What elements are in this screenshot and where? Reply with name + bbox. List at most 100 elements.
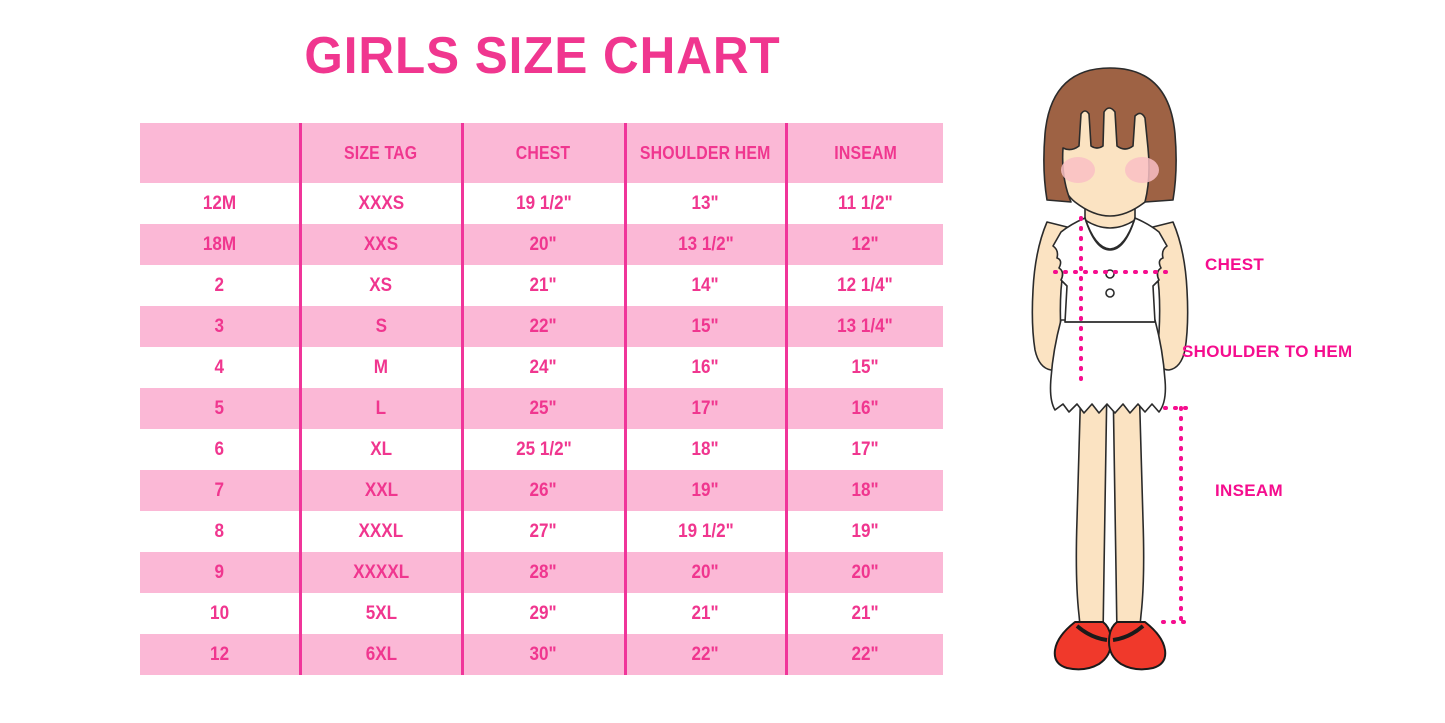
cell-size-label: 10 <box>209 602 229 624</box>
cell-size: 6 <box>140 429 302 470</box>
cell-shoulder-hem: 13 1/2" <box>625 224 788 265</box>
cell-inseam-label: 12 1/4" <box>837 274 894 296</box>
cell-size: 5 <box>140 388 302 429</box>
cell-size-label: 8 <box>214 520 225 542</box>
cell-shoulder-hem-label: 19 1/2" <box>677 520 734 542</box>
cell-size-label: 7 <box>214 479 225 501</box>
cell-size-tag: XL <box>300 429 464 470</box>
cell-shoulder-hem-label: 18" <box>691 438 720 460</box>
column-header-inseam: INSEAM <box>786 123 943 183</box>
cell-shoulder-hem-label: 21" <box>691 602 720 624</box>
inseam-callout-label: INSEAM <box>1215 481 1283 500</box>
cell-inseam: 18" <box>786 470 943 511</box>
cell-chest-label: 26" <box>529 479 558 501</box>
cell-size-tag: XXS <box>300 224 464 265</box>
cell-chest-label: 19 1/2" <box>515 192 572 214</box>
cell-size-tag-label: 5XL <box>365 602 397 624</box>
cell-chest-label: 30" <box>529 643 558 665</box>
cell-inseam-label: 13 1/4" <box>837 315 894 337</box>
table-row: 7 XXL 26" 19" 18" <box>140 470 943 511</box>
cell-size: 7 <box>140 470 302 511</box>
cell-shoulder-hem: 16" <box>625 347 788 388</box>
hair-shape <box>1043 67 1177 203</box>
girl-figure-illustration <box>985 50 1235 700</box>
cell-shoulder-hem: 22" <box>625 634 788 675</box>
table-row: 10 5XL 29" 21" 21" <box>140 593 943 634</box>
cell-size: 12 <box>140 634 302 675</box>
cell-chest: 25" <box>462 388 627 429</box>
column-header-inseam-label: INSEAM <box>833 142 897 163</box>
cell-chest: 28" <box>462 552 627 593</box>
cell-chest-label: 22" <box>529 315 558 337</box>
cell-shoulder-hem: 18" <box>625 429 788 470</box>
cell-size: 4 <box>140 347 302 388</box>
shoe-left-strap <box>1075 624 1108 642</box>
cell-size-label: 4 <box>214 356 225 378</box>
column-header-shoulder-hem-label: SHOULDER HEM <box>640 142 771 163</box>
cell-inseam: 11 1/2" <box>786 183 943 224</box>
cell-size-tag: XXL <box>300 470 464 511</box>
cell-size-tag-label: S <box>375 315 387 337</box>
cell-shoulder-hem: 17" <box>625 388 788 429</box>
cell-size-label: 6 <box>214 438 225 460</box>
cell-size: 9 <box>140 552 302 593</box>
cell-size-tag-label: XXXL <box>358 520 404 542</box>
table-row: 8 XXXL 27" 19 1/2" 19" <box>140 511 943 552</box>
cell-inseam-label: 21" <box>851 602 879 624</box>
cell-chest-label: 20" <box>529 233 558 255</box>
table-row: 5 L 25" 17" 16" <box>140 388 943 429</box>
top-neckline <box>1084 217 1136 251</box>
cell-inseam: 17" <box>786 429 943 470</box>
cell-size-tag-label: XXXXL <box>352 561 410 583</box>
cell-shoulder-hem-label: 14" <box>691 274 720 296</box>
cell-chest-label: 21" <box>529 274 558 296</box>
blush-right-cheek <box>1125 157 1159 183</box>
shoulder-to-hem-callout-label: SHOULDER TO HEM <box>1182 342 1353 361</box>
column-header-size-tag: SIZE TAG <box>300 123 464 183</box>
table-row: 6 XL 25 1/2" 18" 17" <box>140 429 943 470</box>
cell-size-tag: XXXS <box>300 183 464 224</box>
column-header-chest-label: CHEST <box>516 142 571 163</box>
button-lower <box>1105 288 1115 298</box>
cell-inseam-label: 15" <box>851 356 879 378</box>
table-row: 18M XXS 20" 13 1/2" 12" <box>140 224 943 265</box>
cell-size-label: 9 <box>214 561 225 583</box>
cell-inseam-label: 11 1/2" <box>837 192 893 214</box>
cell-shoulder-hem-label: 13 1/2" <box>677 233 734 255</box>
cell-chest: 20" <box>462 224 627 265</box>
cell-size-tag-label: L <box>375 397 387 419</box>
cell-size-label: 18M <box>202 233 236 255</box>
cell-chest-label: 29" <box>529 602 558 624</box>
cell-shoulder-hem-label: 22" <box>691 643 720 665</box>
cell-inseam: 19" <box>786 511 943 552</box>
cell-size-tag-label: 6XL <box>365 643 397 665</box>
cell-inseam: 16" <box>786 388 943 429</box>
cell-size-label: 5 <box>214 397 225 419</box>
cell-shoulder-hem: 19 1/2" <box>625 511 788 552</box>
cell-size-tag: 6XL <box>300 634 464 675</box>
cell-size-label: 12M <box>202 192 236 214</box>
cell-chest-label: 28" <box>529 561 558 583</box>
table-row: 2 XS 21" 14" 12 1/4" <box>140 265 943 306</box>
cell-shoulder-hem: 19" <box>625 470 788 511</box>
leg-left-shape <box>1075 379 1108 637</box>
cell-size-label: 2 <box>214 274 225 296</box>
table-header-row: SIZE TAG CHEST SHOULDER HEM INSEAM <box>140 123 943 183</box>
cell-size-tag: XXXL <box>300 511 464 552</box>
cell-size-tag-label: XS <box>369 274 393 296</box>
cell-chest: 19 1/2" <box>462 183 627 224</box>
cell-inseam: 21" <box>786 593 943 634</box>
cell-size: 12M <box>140 183 302 224</box>
cell-size: 18M <box>140 224 302 265</box>
cell-inseam-label: 18" <box>851 479 879 501</box>
cell-size-tag-label: XL <box>370 438 392 460</box>
column-header-chest: CHEST <box>462 123 627 183</box>
cell-shoulder-hem-label: 19" <box>691 479 720 501</box>
cell-chest-label: 24" <box>529 356 558 378</box>
cell-chest: 29" <box>462 593 627 634</box>
cell-size: 10 <box>140 593 302 634</box>
table-row: 12M XXXS 19 1/2" 13" 11 1/2" <box>140 183 943 224</box>
cell-inseam: 12" <box>786 224 943 265</box>
cell-shoulder-hem-label: 15" <box>691 315 720 337</box>
